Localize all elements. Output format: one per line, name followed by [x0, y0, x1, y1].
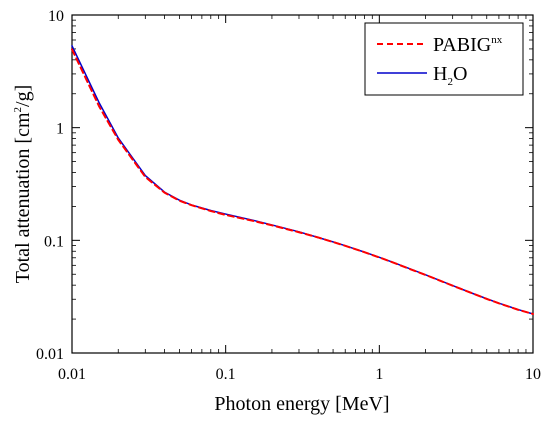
legend-box [364, 22, 524, 96]
series-layer [71, 45, 534, 315]
legend-label-pabig: PABIGnx [433, 34, 503, 56]
x-tick-label-3: 10 [525, 366, 541, 383]
x-tick-label-2: 1 [375, 366, 383, 383]
y-axis-ticks [72, 14, 533, 354]
y-tick-label-0: 0.01 [36, 346, 64, 363]
x-axis-ticks [71, 15, 534, 353]
y-tick-label-2: 1 [56, 121, 64, 138]
legend: PABIGnx H2O [364, 22, 524, 96]
series-line-pabig [71, 48, 534, 315]
x-axis-tick-labels: 0.01 0.1 1 10 [58, 366, 541, 383]
y-tick-label-3: 10 [48, 8, 64, 25]
y-axis-label: Total attenuation [cm2/g] [12, 85, 34, 283]
x-tick-label-0: 0.01 [58, 366, 86, 383]
legend-label-h2o: H2O [433, 63, 467, 88]
x-tick-label-1: 0.1 [216, 366, 236, 383]
y-tick-label-1: 0.1 [44, 233, 64, 250]
y-axis-tick-labels: 0.01 0.1 1 10 [36, 8, 64, 363]
x-axis-label: Photon energy [MeV] [214, 393, 389, 415]
